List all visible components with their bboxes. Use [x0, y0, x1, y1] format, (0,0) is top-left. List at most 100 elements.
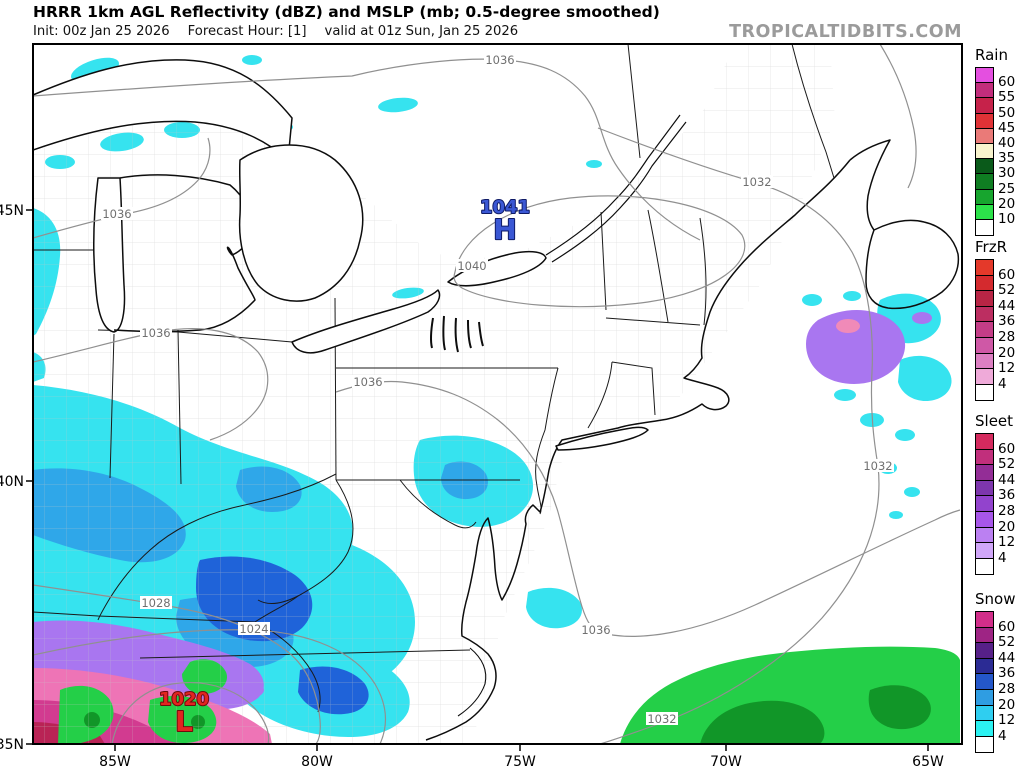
scale-tick-label: 20: [998, 518, 1016, 535]
isobar-label: 1040: [457, 259, 486, 273]
valid-time: valid at 01z Sun, Jan 25 2026: [324, 24, 519, 39]
scale-color-box: [976, 558, 993, 575]
scale-color-box: [976, 434, 993, 450]
scale-tick-label: 4: [998, 375, 1007, 392]
scale-tick-label: 52: [998, 456, 1016, 473]
scale-color-box: [976, 736, 993, 753]
scale-tick-label: 20: [998, 195, 1016, 212]
isobar-label-bg: [140, 326, 172, 339]
scale-color-box: [976, 511, 993, 528]
scale-title: FrzR: [975, 238, 1007, 256]
isobar-label-bg: [646, 712, 678, 725]
scale-tick-label: 60: [998, 74, 1016, 91]
scale-tick-label: 30: [998, 165, 1016, 182]
lon-axis: 85W 80W 75W 70W 65W: [99, 744, 944, 770]
scale-color-box: [976, 98, 993, 114]
scale-color-box: [976, 627, 993, 644]
scale-title: Sleet: [975, 412, 1014, 430]
scale-tick-label: 4: [998, 727, 1007, 744]
scale-color-box: [976, 612, 993, 628]
lon-label: 70W: [710, 754, 742, 770]
scale-tick-label: 52: [998, 634, 1016, 651]
scale-color-box: [976, 384, 993, 401]
page-title: HRRR 1km AGL Reflectivity (dBZ) and MSLP…: [33, 3, 660, 21]
scale-color-box: [976, 337, 993, 354]
lon-label: 75W: [504, 754, 536, 770]
county-mesh: [33, 44, 835, 744]
scale-color-box: [976, 527, 993, 544]
scale-snow: Snow 60 52 44 36 28 20 12 4: [975, 590, 1016, 754]
scale-color-box: [976, 721, 993, 737]
isobar-label: 1036: [102, 207, 131, 221]
isobar-label-bg: [238, 622, 270, 635]
lat-label: 40N: [0, 474, 24, 490]
isobar-label: 1036: [581, 623, 610, 637]
scale-color-box: [976, 260, 993, 276]
scale-color-box: [976, 322, 993, 338]
lat-label: 35N: [0, 737, 24, 753]
isobar-label: 1032: [863, 459, 892, 473]
scale-title: Snow: [975, 590, 1016, 608]
lon-label: 80W: [301, 754, 333, 770]
scale-tick-label: 60: [998, 618, 1016, 635]
scale-boxes: [975, 433, 994, 576]
scale-boxes: [975, 259, 994, 402]
scale-color-box: [976, 143, 993, 160]
scale-color-box: [976, 705, 993, 722]
scale-tick-label: 10: [998, 211, 1016, 227]
isobar-label: 1036: [141, 326, 170, 340]
watermark: TROPICALTIDBITS.COM: [729, 22, 962, 42]
scale-tick-label: 28: [998, 503, 1016, 519]
scale-color-box: [976, 159, 993, 175]
scale-color-box: [976, 643, 993, 659]
scale-tick-label: 52: [998, 282, 1016, 299]
scale-tick-label: 4: [998, 549, 1007, 566]
scale-color-box: [976, 83, 993, 99]
init-time: Init: 00z Jan 25 2026: [33, 24, 170, 39]
map-frame: [32, 43, 963, 745]
scale-color-box: [976, 689, 993, 706]
isobar-label-bg: [352, 375, 384, 388]
pressure-symbol: L: [175, 705, 193, 738]
scale-color-box: [976, 174, 993, 190]
pressure-value: 1020: [159, 689, 209, 710]
scale-color-box: [976, 128, 993, 144]
scale-tick-label: 44: [998, 649, 1016, 666]
scale-tick-label: 44: [998, 471, 1016, 488]
scale-tick-label: 20: [998, 344, 1016, 361]
isobar-label: 1024: [239, 622, 268, 636]
pressure-value: 1041: [480, 197, 530, 218]
scale-tick-label: 60: [998, 266, 1016, 283]
isobar-label: 1032: [742, 175, 771, 189]
isobar-label: 1036: [485, 53, 514, 67]
scale-tick-label: 40: [998, 135, 1016, 151]
scale-tick-label: 12: [998, 360, 1016, 377]
scale-tick-label: 50: [998, 104, 1016, 121]
lat-axis: 45N 40N 35N: [0, 203, 33, 753]
isobar-label-bg: [456, 259, 488, 272]
scale-color-box: [976, 543, 993, 559]
scale-color-box: [976, 113, 993, 129]
scale-tick-label: 45: [998, 119, 1016, 136]
scale-boxes: [975, 611, 994, 754]
scale-color-box: [976, 291, 993, 307]
scale-tick-label: 12: [998, 712, 1016, 729]
scale-tick-label: 35: [998, 150, 1016, 167]
scale-color-box: [976, 189, 993, 205]
scale-tick-label: 25: [998, 180, 1016, 197]
isobar-label-bg: [484, 53, 516, 66]
scale-color-box: [976, 219, 993, 236]
coastlines: [33, 59, 960, 741]
scale-color-box: [976, 674, 993, 690]
scale-rain: Rain 60 55 50 45 40 35 30 25 20 10: [975, 46, 1015, 237]
scale-tick-label: 44: [998, 297, 1016, 314]
lon-label: 65W: [912, 754, 944, 770]
scale-color-box: [976, 496, 993, 512]
isobar-label: 1032: [647, 712, 676, 726]
isobar-label-bg: [140, 596, 172, 609]
scale-tick-label: 28: [998, 681, 1016, 697]
forecast-hour: Forecast Hour: [1]: [187, 24, 307, 39]
scale-color-box: [976, 465, 993, 481]
scale-tick-label: 36: [998, 313, 1016, 330]
